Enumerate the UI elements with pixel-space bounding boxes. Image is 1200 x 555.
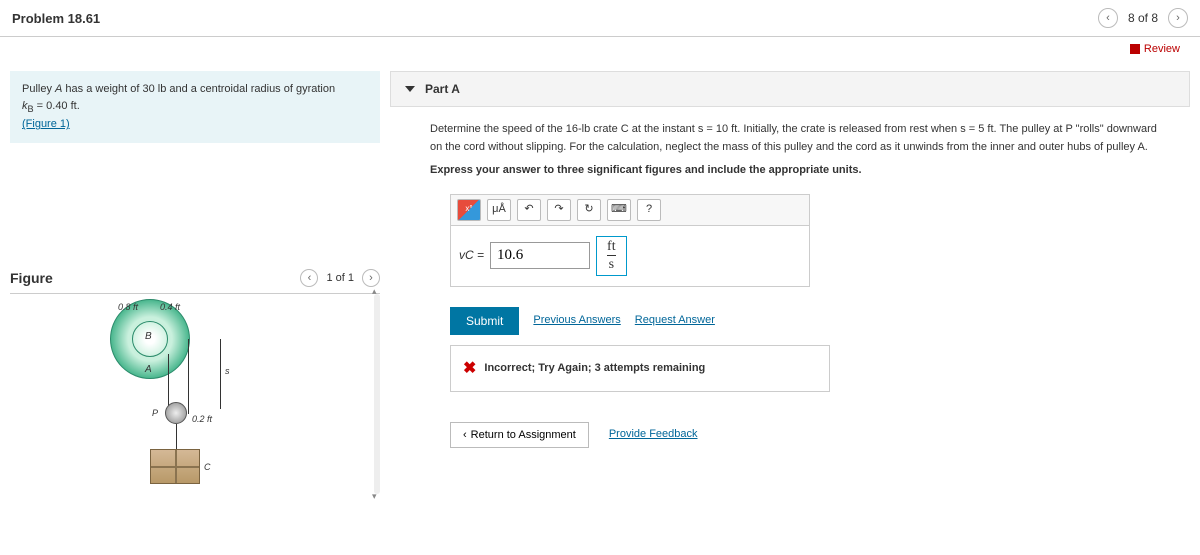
feedback-box: ✖ Incorrect; Try Again; 3 attempts remai… [450, 345, 830, 393]
templates-button[interactable]: x° [457, 199, 481, 221]
problem-statement: Pulley A has a weight of 30 lb and a cen… [10, 71, 380, 143]
previous-answers-link[interactable]: Previous Answers [533, 312, 620, 330]
symbols-button[interactable]: μÅ [487, 199, 511, 221]
problem-pager: 8 of 8 [1128, 11, 1158, 25]
undo-button[interactable]: ↶ [517, 199, 541, 221]
unit-box[interactable]: ft s [596, 236, 627, 276]
figure-pager: 1 of 1 [326, 272, 354, 284]
problem-title: Problem 18.61 [12, 11, 100, 26]
part-prompt: Determine the speed of the 16-lb crate C… [430, 121, 1170, 156]
request-answer-link[interactable]: Request Answer [635, 312, 715, 330]
variable-label: vC = [459, 246, 484, 265]
part-header[interactable]: Part A [390, 71, 1190, 107]
provide-feedback-link[interactable]: Provide Feedback [609, 426, 698, 444]
reset-button[interactable]: ↻ [577, 199, 601, 221]
figure-title: Figure [10, 270, 53, 286]
prev-figure-button[interactable]: ‹ [300, 269, 318, 287]
incorrect-icon: ✖ [463, 356, 476, 382]
answer-area: x° μÅ ↶ ↷ ↻ ⌨ ? vC = ft s [450, 194, 810, 287]
next-figure-button[interactable]: › [362, 269, 380, 287]
caret-down-icon [405, 86, 415, 92]
review-link[interactable]: Review [1130, 43, 1180, 55]
figure-canvas: 0.8 ft 0.4 ft B A P 0.2 ft s C [10, 294, 368, 494]
next-problem-button[interactable]: › [1168, 8, 1188, 28]
prev-problem-button[interactable]: ‹ [1098, 8, 1118, 28]
return-button[interactable]: ‹ Return to Assignment [450, 422, 589, 448]
help-button[interactable]: ? [637, 199, 661, 221]
flag-icon [1130, 44, 1140, 54]
figure-scrollbar[interactable]: ▴ ▾ [374, 294, 380, 494]
units-instruction: Express your answer to three significant… [430, 162, 1170, 180]
chevron-left-icon: ‹ [463, 429, 467, 441]
keyboard-button[interactable]: ⌨ [607, 199, 631, 221]
figure-link[interactable]: (Figure 1) [22, 118, 70, 130]
answer-input[interactable] [490, 242, 590, 269]
redo-button[interactable]: ↷ [547, 199, 571, 221]
submit-button[interactable]: Submit [450, 307, 519, 335]
